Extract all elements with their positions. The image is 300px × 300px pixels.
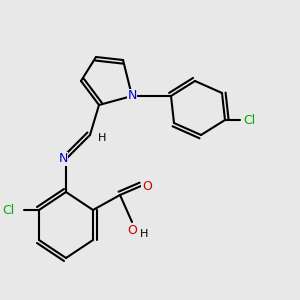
Text: N: N bbox=[127, 89, 137, 103]
Text: O: O bbox=[142, 179, 152, 193]
Text: Cl: Cl bbox=[243, 113, 255, 127]
Text: O: O bbox=[127, 224, 137, 238]
Text: Cl: Cl bbox=[3, 203, 15, 217]
Text: H: H bbox=[98, 133, 106, 143]
Text: N: N bbox=[58, 152, 68, 166]
Text: H: H bbox=[140, 229, 148, 239]
